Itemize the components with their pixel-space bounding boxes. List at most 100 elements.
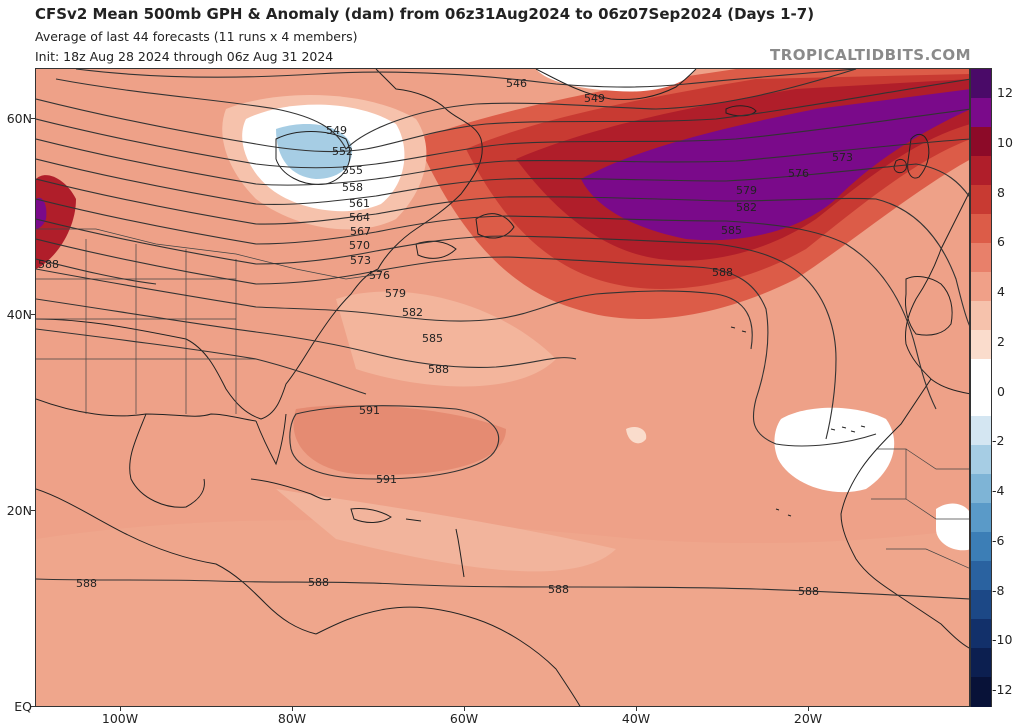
colorbar-segment <box>971 532 991 563</box>
contour-label: 588 <box>428 363 449 376</box>
anomaly-map: 546 549 549 552 555 558 561 564 567 570 … <box>35 68 970 707</box>
lat-tick <box>31 706 35 707</box>
colorbar-segment <box>971 590 991 621</box>
height-contours <box>36 69 969 600</box>
contour-label: 552 <box>332 145 353 158</box>
lon-label: 60W <box>449 711 479 726</box>
colorbar-segment <box>971 648 991 679</box>
contour-label: 588 <box>548 583 569 596</box>
contour-label: 591 <box>376 473 397 486</box>
colorbar-segment <box>971 561 991 592</box>
colorbar-label: -2 <box>992 433 1005 449</box>
western-positive-anomaly <box>36 175 76 269</box>
lon-label: 40W <box>621 711 651 726</box>
colorbar-label: 4 <box>997 284 1005 299</box>
map-subtitle-init: Init: 18z Aug 28 2024 through 06z Aug 31… <box>35 49 334 64</box>
colorbar-segment <box>971 619 991 650</box>
tropics-shading <box>36 520 969 706</box>
colorbar-segment <box>971 445 991 476</box>
colorbar-label: 6 <box>997 234 1005 250</box>
colorbar-segment <box>971 358 991 389</box>
lat-label: 40N <box>6 307 32 322</box>
colorbar-label: -8 <box>992 582 1005 598</box>
contour-label: 549 <box>326 124 347 137</box>
contour-label-group: 546 549 549 552 555 558 561 564 567 570 … <box>38 77 853 598</box>
colorbar-segment <box>971 242 991 273</box>
colorbar-label: 8 <box>997 184 1005 200</box>
colorbar-segment <box>971 184 991 216</box>
lon-label: 20W <box>793 711 823 726</box>
lon-tick <box>464 707 465 711</box>
colorbar-label: 2 <box>997 333 1005 349</box>
lat-label: 60N <box>6 111 32 126</box>
contour-label: 588 <box>308 576 329 589</box>
lon-tick <box>636 707 637 711</box>
contour-label: 579 <box>385 287 406 300</box>
anomaly-colorbar <box>970 68 992 708</box>
colorbar-segment <box>971 503 991 534</box>
contour-label: 588 <box>798 585 819 598</box>
colorbar-segment <box>971 300 991 331</box>
lat-tick <box>31 118 35 119</box>
colorbar-segment <box>971 213 991 244</box>
colorbar-label: -6 <box>992 532 1005 548</box>
colorbar-label: -4 <box>992 483 1005 498</box>
contour-label: 585 <box>422 332 443 345</box>
colorbar-segment <box>971 126 991 158</box>
contour-label: 582 <box>736 201 757 214</box>
caribbean-light-anomaly <box>276 489 616 572</box>
contour-label: 573 <box>350 254 371 267</box>
map-subtitle-members: Average of last 44 forecasts (11 runs x … <box>35 29 358 44</box>
colorbar-label: 12 <box>997 85 1013 100</box>
contour-label: 588 <box>38 258 59 271</box>
contour-label: 579 <box>736 184 757 197</box>
subtropical-high-anomaly <box>293 405 506 475</box>
contour-label: 546 <box>506 77 527 90</box>
contour-label: 558 <box>342 181 363 194</box>
colorbar-label: -12 <box>992 682 1013 697</box>
political-borders <box>36 228 969 569</box>
colorbar-segment <box>971 677 991 708</box>
small-neutral-blob <box>626 427 647 444</box>
contour-label: 576 <box>788 167 809 180</box>
contour-label: 588 <box>712 266 733 279</box>
contour-label: 570 <box>349 239 370 252</box>
contour-label: 561 <box>349 197 370 210</box>
contour-label: 549 <box>584 92 605 105</box>
contour-label: 585 <box>721 224 742 237</box>
colorbar-segment <box>971 69 991 100</box>
contour-label: 573 <box>832 151 853 164</box>
lon-label: 80W <box>277 711 307 726</box>
colorbar-segment <box>971 387 991 418</box>
contour-label: 582 <box>402 306 423 319</box>
contour-label: 591 <box>359 404 380 417</box>
map-svg: 546 549 549 552 555 558 561 564 567 570 … <box>36 69 969 706</box>
coastlines <box>36 69 969 706</box>
lat-label: EQ <box>14 699 32 714</box>
lat-tick <box>31 314 35 315</box>
colorbar-label: -10 <box>992 632 1013 648</box>
mid-atlantic-light-anomaly <box>336 291 556 387</box>
lat-tick <box>31 510 35 511</box>
colorbar-label: 0 <box>997 383 1005 399</box>
lon-label: 100W <box>101 711 139 726</box>
colorbar-segment <box>971 97 991 129</box>
colorbar-segment <box>971 329 991 360</box>
west-africa-neutral-anomaly <box>936 503 969 551</box>
contour-label: 567 <box>350 225 371 238</box>
positive-anomaly-core <box>581 89 969 241</box>
lon-tick <box>808 707 809 711</box>
colorbar-segment <box>971 474 991 505</box>
contour-label: 555 <box>342 164 363 177</box>
contour-label: 564 <box>349 211 370 224</box>
colorbar-segment <box>971 155 991 187</box>
lat-label: 20N <box>6 503 32 518</box>
lon-tick <box>120 707 121 711</box>
contour-label: 588 <box>76 577 97 590</box>
colorbar-segment <box>971 271 991 302</box>
colorbar-segment <box>971 416 991 447</box>
brand-watermark: TROPICALTIDBITS.COM <box>770 46 971 64</box>
lon-tick <box>292 707 293 711</box>
contour-label: 576 <box>369 269 390 282</box>
map-title: CFSv2 Mean 500mb GPH & Anomaly (dam) fro… <box>35 5 815 23</box>
